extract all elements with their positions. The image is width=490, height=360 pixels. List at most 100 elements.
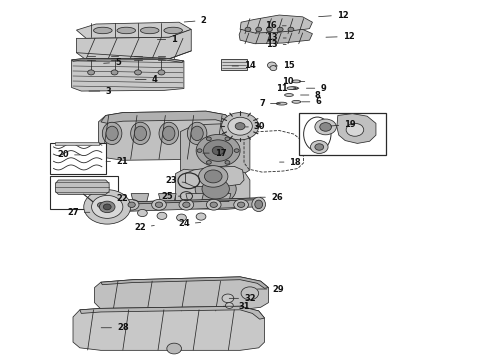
- Ellipse shape: [285, 94, 294, 96]
- Circle shape: [195, 174, 236, 204]
- Bar: [49, 176, 118, 209]
- Ellipse shape: [163, 126, 175, 140]
- Text: 32: 32: [229, 294, 256, 303]
- Polygon shape: [55, 180, 109, 194]
- Circle shape: [268, 62, 276, 68]
- Circle shape: [241, 287, 259, 300]
- Circle shape: [157, 212, 167, 220]
- Ellipse shape: [276, 102, 287, 105]
- Text: 13: 13: [266, 33, 286, 42]
- Text: 2: 2: [184, 16, 206, 25]
- Ellipse shape: [183, 202, 190, 207]
- Circle shape: [315, 144, 324, 150]
- Text: 10: 10: [282, 77, 305, 86]
- Ellipse shape: [152, 199, 166, 210]
- Text: 26: 26: [260, 193, 283, 202]
- Text: 15: 15: [275, 62, 295, 71]
- Text: 12: 12: [326, 32, 354, 41]
- Circle shape: [98, 203, 104, 208]
- Polygon shape: [121, 198, 257, 204]
- Bar: [299, 113, 386, 155]
- Ellipse shape: [238, 202, 245, 207]
- Circle shape: [225, 137, 230, 141]
- Circle shape: [277, 27, 283, 32]
- Circle shape: [225, 303, 233, 309]
- Circle shape: [203, 140, 233, 161]
- Text: 27: 27: [67, 208, 90, 217]
- Text: 11: 11: [276, 84, 299, 93]
- Ellipse shape: [287, 87, 296, 90]
- Text: 25: 25: [161, 192, 181, 201]
- Circle shape: [176, 214, 186, 221]
- Circle shape: [256, 27, 262, 32]
- Polygon shape: [213, 194, 231, 202]
- Circle shape: [99, 201, 115, 213]
- Polygon shape: [119, 198, 259, 212]
- Ellipse shape: [155, 202, 163, 207]
- Text: 19: 19: [331, 120, 356, 129]
- Text: 3: 3: [89, 86, 111, 95]
- Polygon shape: [72, 58, 184, 62]
- Circle shape: [94, 200, 108, 211]
- Circle shape: [206, 161, 211, 164]
- Circle shape: [270, 66, 277, 71]
- Polygon shape: [240, 15, 313, 34]
- Circle shape: [206, 137, 211, 141]
- Ellipse shape: [94, 27, 112, 34]
- Circle shape: [221, 113, 259, 140]
- Polygon shape: [80, 306, 265, 319]
- Polygon shape: [159, 194, 176, 202]
- Ellipse shape: [131, 122, 150, 144]
- Ellipse shape: [292, 80, 301, 83]
- Ellipse shape: [179, 199, 194, 210]
- Polygon shape: [73, 306, 265, 350]
- Ellipse shape: [252, 197, 266, 212]
- Circle shape: [245, 27, 251, 32]
- Text: 31: 31: [223, 302, 250, 311]
- Polygon shape: [186, 194, 203, 202]
- Ellipse shape: [124, 199, 139, 210]
- Circle shape: [92, 195, 123, 219]
- Circle shape: [198, 166, 228, 187]
- Circle shape: [135, 70, 142, 75]
- Polygon shape: [337, 114, 376, 143]
- Text: 14: 14: [232, 62, 256, 71]
- Text: 5: 5: [103, 58, 121, 67]
- Polygon shape: [101, 277, 269, 288]
- Polygon shape: [239, 30, 313, 44]
- Text: 7: 7: [259, 99, 280, 108]
- Circle shape: [288, 27, 294, 32]
- Circle shape: [235, 123, 245, 130]
- Text: 9: 9: [306, 84, 326, 93]
- Polygon shape: [175, 169, 250, 210]
- Ellipse shape: [106, 126, 118, 140]
- Text: 22: 22: [116, 194, 137, 203]
- Ellipse shape: [290, 87, 298, 90]
- Ellipse shape: [128, 202, 135, 207]
- Text: 30: 30: [245, 122, 266, 131]
- Text: 16: 16: [265, 21, 286, 30]
- Text: 29: 29: [258, 284, 284, 293]
- Ellipse shape: [191, 126, 203, 140]
- Text: 20: 20: [57, 150, 80, 159]
- Circle shape: [315, 119, 336, 135]
- Text: 28: 28: [101, 323, 129, 332]
- Ellipse shape: [164, 27, 182, 34]
- Circle shape: [311, 140, 328, 153]
- Circle shape: [167, 343, 181, 354]
- Circle shape: [111, 70, 118, 75]
- Circle shape: [103, 204, 111, 210]
- Polygon shape: [95, 277, 269, 312]
- Text: 22: 22: [134, 223, 154, 232]
- Ellipse shape: [292, 100, 301, 103]
- Text: 17: 17: [203, 149, 226, 158]
- Text: 12: 12: [318, 10, 348, 19]
- Polygon shape: [101, 111, 234, 123]
- Ellipse shape: [117, 27, 136, 34]
- Circle shape: [212, 146, 224, 155]
- Circle shape: [267, 27, 272, 32]
- Circle shape: [88, 70, 95, 75]
- Text: 8: 8: [300, 90, 320, 99]
- Text: 21: 21: [106, 157, 128, 166]
- Polygon shape: [185, 166, 244, 186]
